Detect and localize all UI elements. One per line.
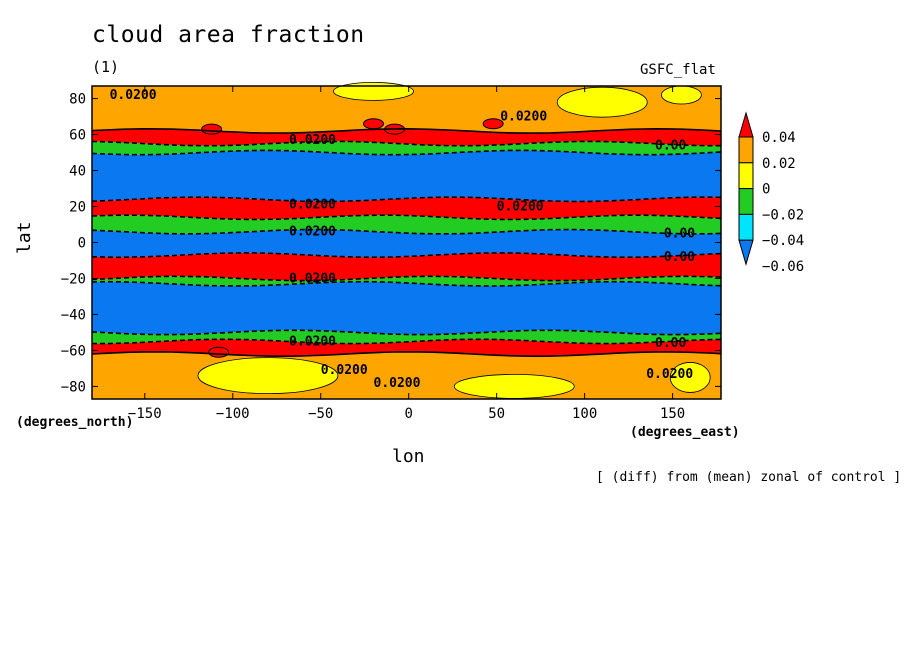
x-tick-label: 50 (488, 406, 505, 422)
y-tick-label: −60 (61, 343, 86, 359)
y-tick-label: 40 (69, 164, 86, 180)
high-anomaly-spot-1 (363, 118, 385, 130)
contour-label: 0.0200 (321, 363, 368, 378)
colorbar-box (738, 162, 754, 190)
contour-line-11 (91, 351, 722, 358)
model-name: GSFC_flat (640, 62, 716, 78)
contour-label: 0.0200 (497, 200, 544, 215)
contour-line-6 (91, 252, 722, 259)
contour-line-5 (91, 228, 722, 235)
high-anomaly-spot-0 (201, 123, 223, 135)
band-10 (92, 330, 721, 344)
colorbar-label: −0.02 (762, 207, 804, 223)
contour-label: 0.0200 (289, 198, 336, 213)
contour-line-0 (91, 127, 722, 134)
chart-subtitle: (1) (92, 58, 120, 76)
low-anomaly-patch-5 (661, 85, 702, 105)
chart-caption: [ (diff) from (mean) zonal of control ] (596, 470, 902, 485)
contour-label: 0.00 (664, 250, 695, 265)
x-tick-label: 0 (404, 406, 412, 422)
band-4 (92, 197, 721, 220)
contour-line-1 (91, 140, 721, 147)
band-3 (92, 150, 721, 202)
colorbar-bottom-arrow (738, 239, 754, 266)
contour-label: 0.0200 (289, 133, 336, 148)
colorbar-box (738, 188, 754, 215)
contour-label: 0.0200 (289, 225, 336, 240)
colorbar-top-arrow (738, 111, 754, 138)
colorbar-label: −0.06 (762, 259, 804, 275)
colorbar-box (738, 136, 754, 164)
contour-label: 0.00 (664, 227, 695, 242)
colorbar-label: 0 (762, 182, 770, 198)
y-tick-label: 20 (69, 200, 86, 216)
contour-label: 0.0200 (289, 334, 336, 349)
chart-title: cloud area fraction (92, 22, 365, 48)
colorbar-label: 0.02 (762, 156, 796, 172)
colorbar-box (738, 213, 754, 241)
low-anomaly-patch-4 (669, 362, 711, 393)
contour-label: 0.0200 (110, 88, 157, 103)
contour-line-9 (91, 329, 722, 336)
y-tick-label: 60 (69, 128, 86, 144)
contour-label: 0.00 (655, 336, 686, 351)
low-anomaly-patch-3 (453, 374, 575, 399)
low-anomaly-patch-1 (556, 86, 648, 118)
y-tick-label: −80 (61, 379, 86, 395)
y-tick-label: 0 (78, 236, 86, 252)
x-tick-label: 100 (572, 406, 597, 422)
x-tick-label: −100 (216, 406, 250, 422)
band-6 (92, 229, 721, 258)
high-anomaly-spot-3 (482, 118, 504, 130)
contour-line-3 (91, 196, 722, 203)
colorbar-label: −0.04 (762, 233, 804, 249)
low-anomaly-patch-0 (333, 81, 414, 101)
band-11 (92, 339, 721, 357)
contour-label: 0.0200 (646, 367, 693, 382)
contour-line-2 (91, 149, 722, 156)
y-tick-label: −20 (61, 271, 86, 287)
colorbar-label: 0.04 (762, 130, 796, 146)
x-tick-label: −150 (128, 406, 162, 422)
y-tick-label: 80 (69, 92, 86, 108)
y-tick-label: −40 (61, 307, 86, 323)
band-7 (92, 252, 721, 281)
x-tick-label: 150 (660, 406, 685, 422)
contour-label: 0.0200 (374, 376, 421, 391)
band-9 (92, 281, 721, 335)
contour-label: 0.0200 (289, 271, 336, 286)
x-axis-units: (degrees_east) (630, 425, 740, 440)
contour-label: 0.0200 (500, 110, 547, 125)
low-anomaly-patch-2 (197, 357, 339, 395)
x-axis-label: lon (392, 446, 425, 467)
contour-line-4 (91, 214, 722, 221)
contour-line-7 (91, 275, 722, 282)
contour-line-8 (91, 280, 722, 287)
contour-label: 0.00 (655, 138, 686, 153)
y-axis-units: (degrees_north) (16, 415, 134, 430)
high-anomaly-spot-4 (208, 346, 230, 358)
band-8 (92, 276, 721, 286)
band-5 (92, 215, 721, 234)
x-tick-label: −50 (308, 406, 333, 422)
contour-line-10 (92, 338, 722, 345)
